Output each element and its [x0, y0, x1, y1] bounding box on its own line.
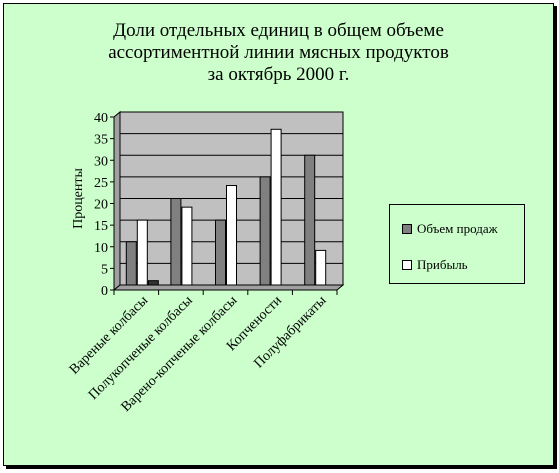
bar-1-4 — [315, 249, 327, 286]
bar-1-3 — [270, 128, 282, 286]
bar-0-1 — [170, 198, 182, 286]
x-tick-label: Вареные колбасы — [67, 293, 152, 378]
plot-side-wall — [113, 110, 121, 292]
legend-item-sales: Объем продаж — [402, 221, 498, 237]
plot-floor — [112, 284, 345, 291]
legend-swatch-profit — [402, 260, 412, 270]
y-tick-label: 5 — [101, 262, 108, 277]
bar-0-3 — [259, 176, 271, 286]
bar-1-0 — [136, 219, 148, 286]
y-axis-title: Проценты — [71, 167, 86, 228]
y-tick-label: 25 — [94, 176, 108, 191]
chart-title-line-1: Доли отдельных единиц в общем объеме — [113, 20, 444, 41]
y-tick-label: 40 — [94, 111, 108, 126]
y-tick-label: 30 — [94, 154, 108, 169]
legend-label-sales: Объем продаж — [417, 221, 498, 236]
bar-2-0 — [147, 280, 159, 286]
y-tick-label: 15 — [94, 219, 108, 234]
chart-title-line-3: за октябрь 2000 г. — [207, 64, 350, 85]
legend-item-profit: Прибыль — [402, 257, 468, 273]
bar-1-1 — [181, 206, 193, 286]
bar-0-4 — [304, 154, 316, 286]
legend-label-profit: Прибыль — [417, 257, 468, 272]
bar-1-2 — [226, 185, 237, 286]
y-tick-label: 0 — [101, 284, 108, 299]
bar-0-2 — [215, 219, 226, 286]
chart-title: Доли отдельных единиц в общем объеме асс… — [4, 20, 553, 86]
legend-swatch-sales — [402, 224, 412, 234]
bar-0-0 — [125, 241, 137, 286]
y-tick-label: 35 — [94, 133, 108, 148]
y-tick-label: 20 — [94, 198, 108, 213]
y-tick-label: 10 — [94, 241, 108, 256]
chart-title-line-2: ассортиментной линии мясных продуктов — [108, 42, 449, 63]
legend: Объем продаж Прибыль — [389, 204, 525, 284]
chart-frame: Доли отдельных единиц в общем объеме асс… — [3, 3, 554, 466]
